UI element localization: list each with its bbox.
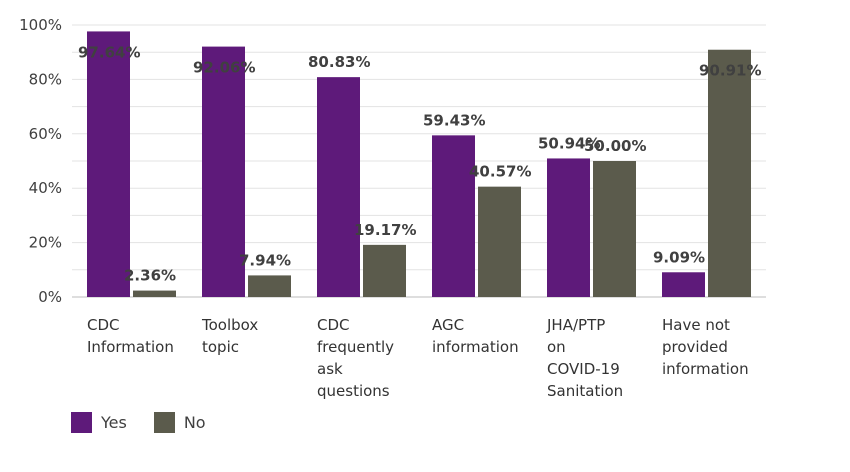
y-axis-ticks: 0% 20% 40% 60% 80% 100% bbox=[19, 16, 62, 306]
data-label-no: 19.17% bbox=[354, 221, 416, 239]
gridlines bbox=[72, 24, 766, 298]
category-label: Toolbox topic bbox=[201, 316, 258, 356]
x-axis-categories: CDC Information Toolbox topic CDC frequently a… bbox=[87, 316, 749, 400]
data-label-yes: 80.83% bbox=[308, 53, 370, 71]
bar-yes bbox=[432, 135, 475, 297]
data-label-yes: 9.09% bbox=[653, 248, 705, 266]
category-label: CDC Information bbox=[87, 316, 174, 356]
data-label-yes: 97.64% bbox=[78, 43, 140, 61]
bar-no bbox=[593, 161, 636, 297]
legend-item-yes: Yes bbox=[71, 412, 127, 433]
bar-no bbox=[248, 275, 291, 297]
category-label: JHA/PTP on COVID-19 Sanitation bbox=[546, 316, 623, 400]
data-labels: 97.64% 2.36% 92.06% 7.94% 80.83% 19.17% 59.43%… bbox=[78, 43, 761, 284]
data-label-no: 2.36% bbox=[124, 267, 176, 285]
bar-yes bbox=[317, 77, 360, 298]
data-label-no: 40.57% bbox=[469, 163, 531, 181]
category-label: Have not provided information bbox=[662, 316, 749, 378]
category-label: AGC information bbox=[432, 316, 519, 356]
y-tick-label: 0% bbox=[38, 288, 62, 306]
data-label-no: 90.91% bbox=[699, 62, 761, 80]
bar-yes bbox=[662, 272, 705, 297]
y-tick-label: 80% bbox=[29, 70, 62, 88]
legend-swatch-no bbox=[153, 412, 175, 433]
bar-no bbox=[133, 290, 176, 297]
data-label-yes: 59.43% bbox=[423, 111, 485, 129]
bar-yes bbox=[87, 31, 130, 298]
bar-yes bbox=[547, 158, 590, 297]
y-tick-label: 40% bbox=[29, 179, 62, 197]
data-label-no: 50.00% bbox=[584, 137, 646, 155]
bar-no bbox=[708, 49, 751, 298]
bar-yes bbox=[202, 46, 245, 297]
bar-no bbox=[478, 186, 521, 297]
bar-no bbox=[363, 244, 406, 297]
y-tick-label: 60% bbox=[29, 125, 62, 143]
legend-item-no: No bbox=[153, 412, 206, 433]
y-tick-label: 100% bbox=[19, 16, 62, 34]
data-label-no: 7.94% bbox=[239, 251, 291, 269]
legend-label-no: No bbox=[183, 413, 206, 432]
legend-swatch-yes bbox=[71, 412, 92, 433]
legend-label-yes: Yes bbox=[101, 413, 127, 432]
data-label-yes: 92.06% bbox=[193, 59, 255, 77]
category-label: CDC frequently ask questions bbox=[317, 316, 394, 400]
y-tick-label: 20% bbox=[29, 234, 62, 252]
legend: Yes No bbox=[71, 412, 233, 433]
data-label-yes: 50.94% bbox=[538, 134, 600, 152]
bars bbox=[87, 31, 751, 298]
